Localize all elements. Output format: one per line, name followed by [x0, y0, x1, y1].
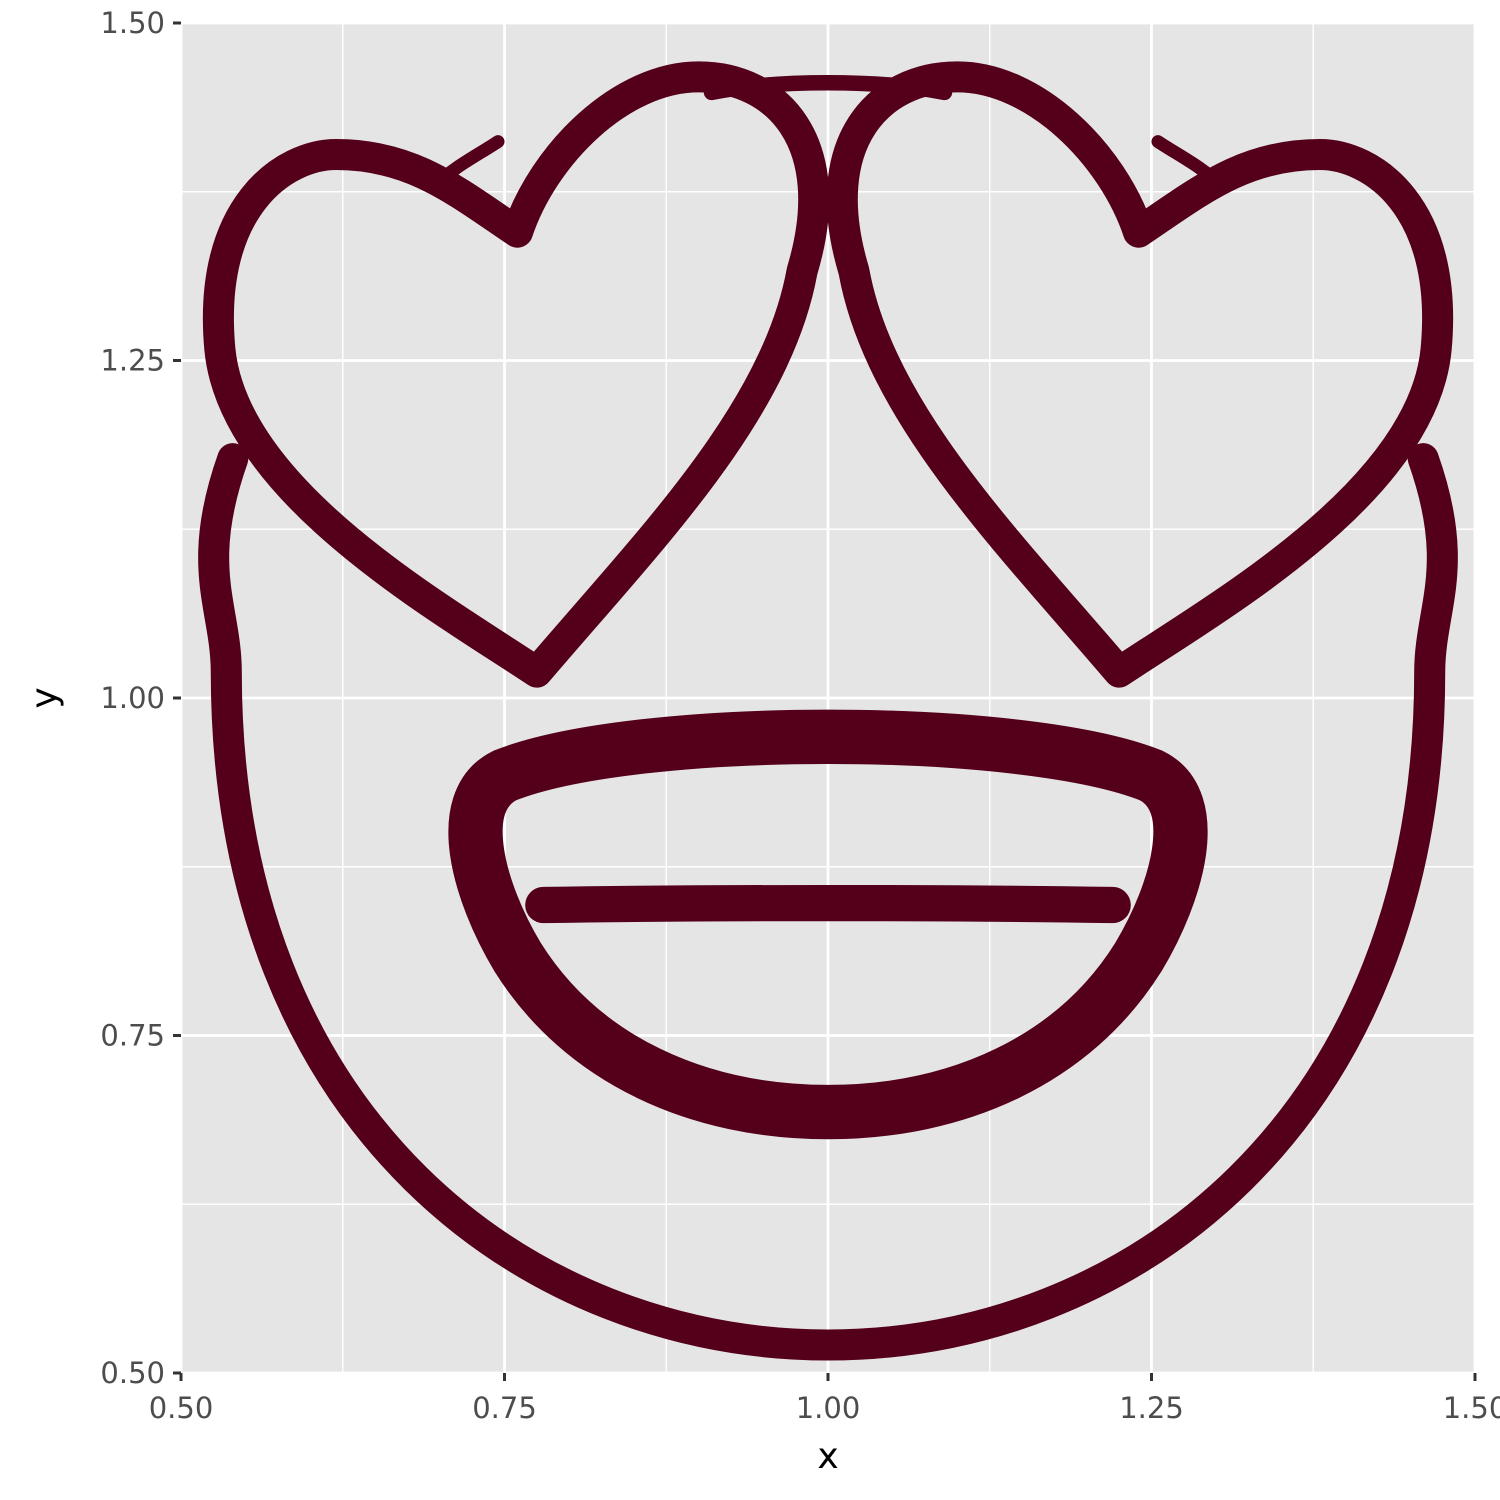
y-tick-label: 1.00 — [100, 681, 165, 715]
emoji-glyph — [198, 61, 1458, 1361]
x-tick-label: 0.75 — [472, 1391, 537, 1425]
y-tick-label: 1.50 — [100, 6, 165, 40]
left-heart-flick — [426, 135, 505, 194]
teeth-line — [525, 884, 1131, 924]
right-heart-flick — [1151, 135, 1230, 194]
point-glyph — [198, 61, 1458, 1361]
y-tick-label: 1.25 — [100, 344, 165, 378]
left-heart — [202, 61, 830, 688]
y-tick-label: 0.75 — [100, 1019, 165, 1053]
x-tick-label: 1.50 — [1443, 1391, 1500, 1425]
face-outline — [198, 443, 1458, 1361]
x-tick-label: 1.25 — [1119, 1391, 1184, 1425]
right-heart — [826, 61, 1454, 688]
x-axis-title: x — [817, 1436, 838, 1477]
x-tick-label: 1.00 — [796, 1391, 861, 1425]
mouth-outer — [448, 709, 1208, 1140]
x-tick-label: 0.50 — [149, 1391, 214, 1425]
y-axis-title: y — [24, 687, 65, 708]
y-tick-label: 0.50 — [100, 1356, 165, 1390]
axes: 0.50 0.75 1.00 1.25 1.50 0.50 0.75 1.00 1.25 1.50 — [100, 6, 1500, 1425]
